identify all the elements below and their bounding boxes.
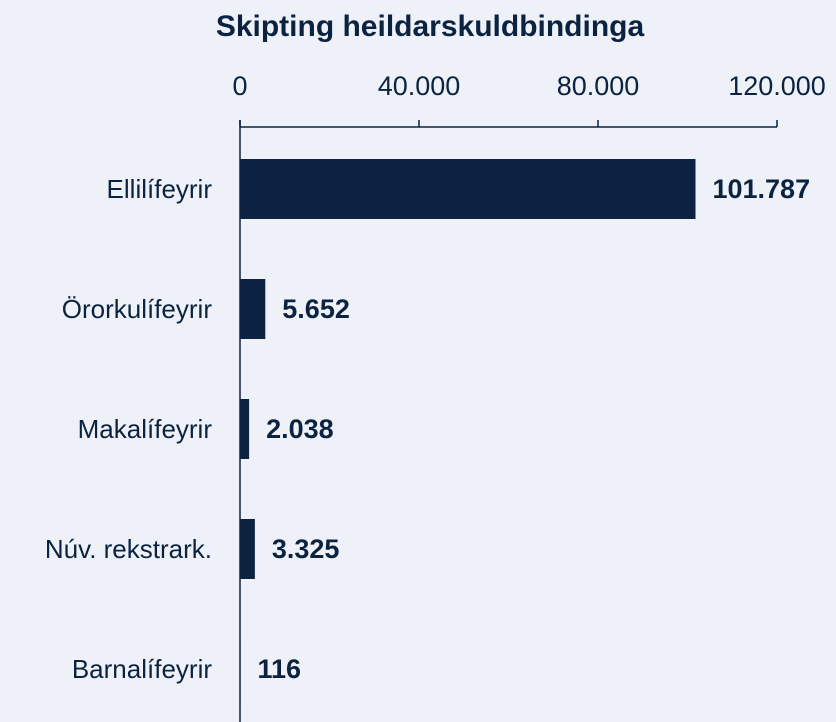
x-tick-label: 0 (232, 71, 247, 101)
y-tick-label: Ellilífeyrir (107, 174, 213, 204)
chart-title: Skipting heildarskuldbindinga (216, 10, 645, 43)
value-label: 5.652 (282, 294, 350, 324)
y-tick-label: Makalífeyrir (78, 414, 213, 444)
x-tick-label: 40.000 (378, 71, 461, 101)
bar (240, 639, 241, 699)
y-tick-label: Barnalífeyrir (72, 654, 212, 684)
x-tick-label: 80.000 (557, 71, 640, 101)
value-label: 3.325 (272, 534, 340, 564)
y-tick-label: Núv. rekstrark. (45, 534, 212, 564)
y-tick-label: Örorkulífeyrir (62, 294, 213, 324)
bar (240, 399, 250, 459)
bar (240, 159, 696, 219)
value-label: 101.787 (712, 174, 810, 204)
x-tick-label: 120.000 (728, 71, 826, 101)
bar (240, 279, 266, 339)
bar (240, 519, 255, 579)
value-label: 116 (258, 654, 302, 684)
value-label: 2.038 (266, 414, 334, 444)
